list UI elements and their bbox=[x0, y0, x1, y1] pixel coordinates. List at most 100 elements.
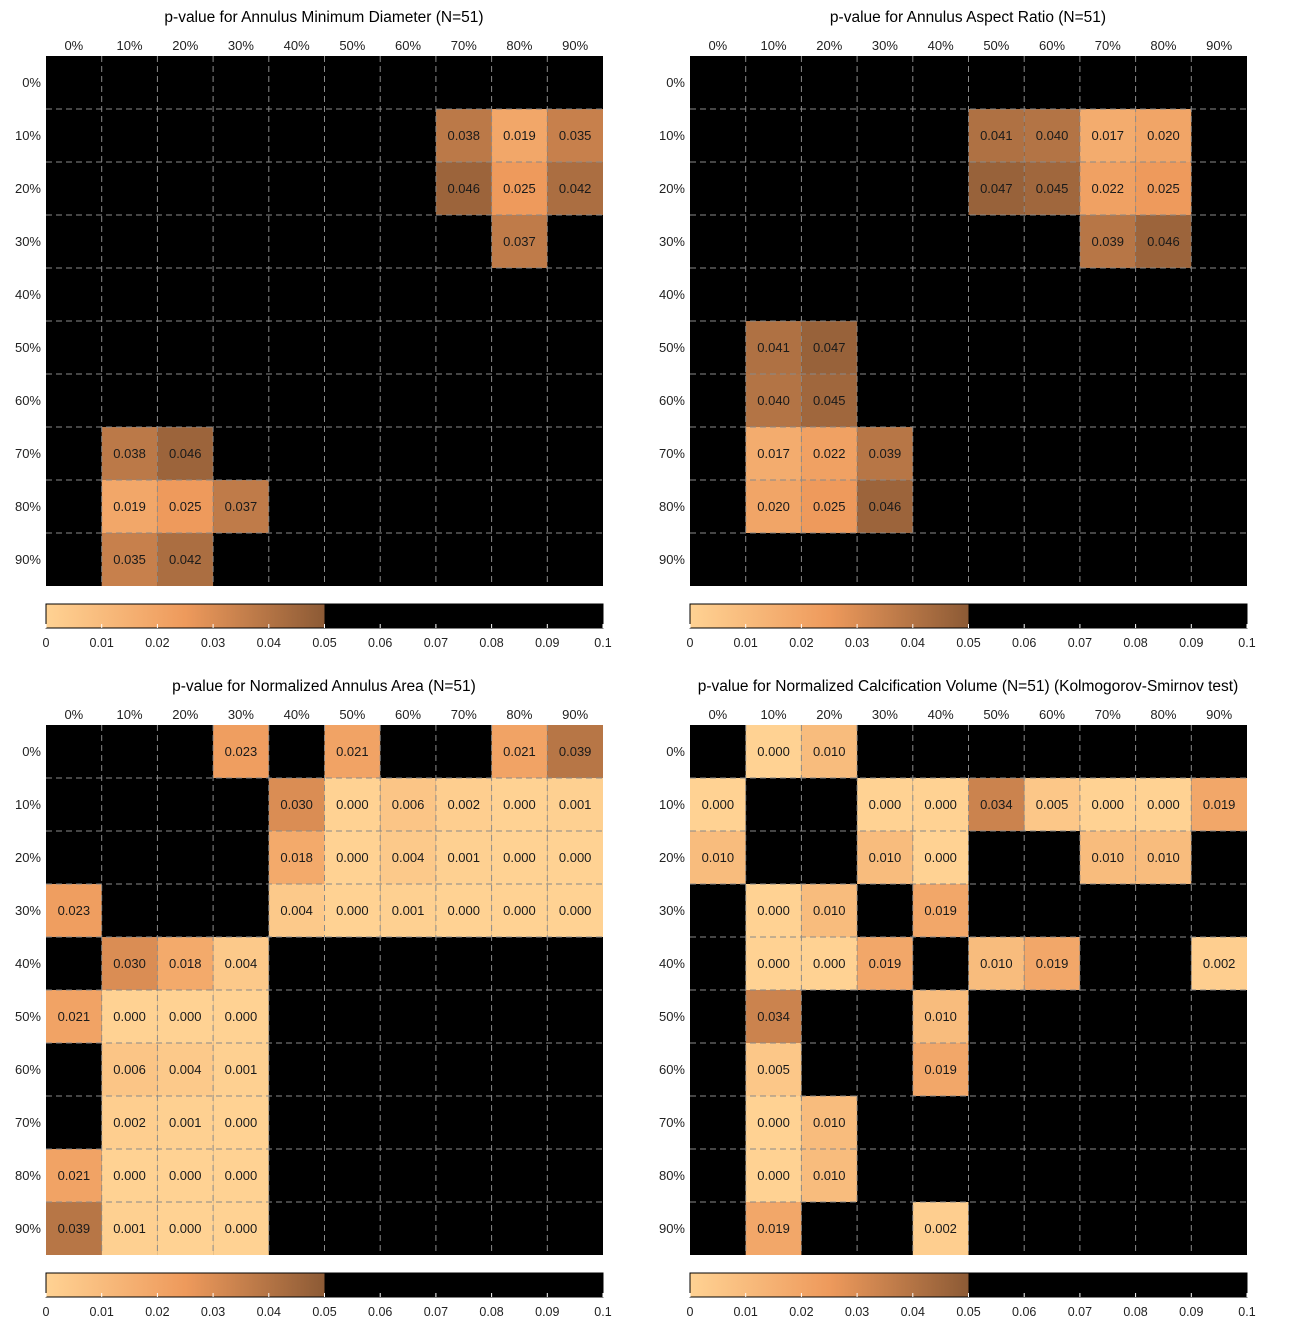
cell-value-label: 0.025 bbox=[1147, 181, 1180, 196]
cell-value-label: 0.045 bbox=[1036, 181, 1069, 196]
cell-value-label: 0.004 bbox=[169, 1062, 202, 1077]
heatmap-cell bbox=[1079, 778, 1136, 831]
cell-value-label: 0.046 bbox=[447, 181, 480, 196]
heatmap-cell bbox=[801, 1096, 858, 1149]
heatmap-panel-4: p-value for Normalized Calcification Vol… bbox=[659, 678, 1256, 1319]
row-tick-label: 0% bbox=[22, 744, 41, 759]
cell-value-label: 0.041 bbox=[757, 340, 790, 355]
cell-value-label: 0.022 bbox=[813, 446, 846, 461]
heatmap-cell bbox=[1135, 831, 1192, 884]
column-tick-label: 90% bbox=[1206, 38, 1232, 53]
row-tick-label: 0% bbox=[666, 744, 685, 759]
row-tick-label: 90% bbox=[15, 1221, 41, 1236]
column-tick-label: 30% bbox=[872, 707, 898, 722]
heatmap-cell bbox=[801, 321, 858, 374]
cell-value-label: 0.000 bbox=[559, 903, 592, 918]
heatmap-cell bbox=[213, 725, 269, 778]
row-tick-label: 30% bbox=[659, 903, 685, 918]
row-tick-label: 60% bbox=[659, 393, 685, 408]
heatmap-cell bbox=[101, 990, 158, 1043]
row-tick-label: 20% bbox=[15, 181, 41, 196]
cell-value-label: 0.039 bbox=[869, 446, 902, 461]
heatmap-cell bbox=[857, 480, 913, 533]
heatmap-cell bbox=[213, 1043, 269, 1096]
cell-value-label: 0.030 bbox=[113, 956, 146, 971]
cell-value-label: 0.010 bbox=[1147, 850, 1180, 865]
cell-value-label: 0.039 bbox=[58, 1221, 91, 1236]
cell-value-label: 0.018 bbox=[169, 956, 202, 971]
row-tick-label: 20% bbox=[659, 181, 685, 196]
heatmap-cell bbox=[268, 884, 325, 937]
row-tick-label: 30% bbox=[659, 234, 685, 249]
row-tick-label: 10% bbox=[659, 797, 685, 812]
heatmap-cell bbox=[1024, 778, 1080, 831]
colorbar-tick-label: 0.1 bbox=[1238, 636, 1255, 650]
cell-value-label: 0.019 bbox=[924, 903, 957, 918]
cell-value-label: 0.000 bbox=[113, 1168, 146, 1183]
cell-value-label: 0.000 bbox=[336, 850, 369, 865]
row-tick-label: 80% bbox=[15, 1168, 41, 1183]
cell-value-label: 0.042 bbox=[169, 552, 202, 567]
row-tick-label: 0% bbox=[22, 75, 41, 90]
cell-value-label: 0.001 bbox=[392, 903, 425, 918]
heatmap-cell bbox=[435, 831, 492, 884]
row-tick-label: 20% bbox=[659, 850, 685, 865]
cell-value-label: 0.017 bbox=[1091, 128, 1124, 143]
cell-value-label: 0.006 bbox=[113, 1062, 146, 1077]
cell-value-label: 0.039 bbox=[559, 744, 592, 759]
heatmap-cell bbox=[157, 990, 214, 1043]
colorbar-tick-label: 0 bbox=[43, 1305, 50, 1319]
colorbar-tick-label: 0.09 bbox=[535, 1305, 559, 1319]
row-tick-label: 10% bbox=[15, 128, 41, 143]
column-tick-label: 40% bbox=[284, 38, 310, 53]
panel-title: p-value for Normalized Annulus Area (N=5… bbox=[172, 678, 476, 695]
colorbar-gradient bbox=[46, 1273, 325, 1297]
colorbar-tick-label: 0.03 bbox=[201, 1305, 225, 1319]
colorbar-gradient bbox=[690, 1273, 969, 1297]
row-tick-label: 90% bbox=[659, 1221, 685, 1236]
colorbar-tick-label: 0 bbox=[687, 636, 694, 650]
heatmap-cell bbox=[101, 533, 158, 586]
column-tick-label: 20% bbox=[172, 38, 198, 53]
column-tick-label: 70% bbox=[451, 707, 477, 722]
cell-value-label: 0.019 bbox=[924, 1062, 957, 1077]
heatmap-cell bbox=[324, 884, 381, 937]
cell-value-label: 0.021 bbox=[503, 744, 536, 759]
cell-value-label: 0.000 bbox=[113, 1009, 146, 1024]
colorbar-tick-label: 0.08 bbox=[1123, 636, 1147, 650]
heatmap-panel-2: p-value for Annulus Aspect Ratio (N=51) 0… bbox=[659, 9, 1256, 650]
cell-value-label: 0.004 bbox=[225, 956, 258, 971]
heatmap-cell bbox=[547, 831, 603, 884]
cell-value-label: 0.034 bbox=[757, 1009, 790, 1024]
heatmap-cell bbox=[745, 884, 802, 937]
cell-value-label: 0.047 bbox=[813, 340, 846, 355]
column-tick-label: 40% bbox=[928, 38, 954, 53]
column-tick-label: 10% bbox=[761, 707, 787, 722]
heatmap-cell bbox=[547, 109, 603, 162]
heatmap-cell bbox=[801, 937, 858, 990]
cell-value-label: 0.004 bbox=[280, 903, 313, 918]
row-tick-label: 50% bbox=[15, 1009, 41, 1024]
heatmap-cell bbox=[547, 778, 603, 831]
colorbar-above-threshold bbox=[324, 604, 603, 628]
cell-value-label: 0.010 bbox=[980, 956, 1013, 971]
column-tick-label: 60% bbox=[1039, 707, 1065, 722]
cell-value-label: 0.000 bbox=[559, 850, 592, 865]
column-tick-label: 70% bbox=[451, 38, 477, 53]
column-tick-label: 80% bbox=[1150, 38, 1176, 53]
cell-value-label: 0.019 bbox=[1036, 956, 1069, 971]
heatmap-cell bbox=[1135, 778, 1192, 831]
column-tick-label: 20% bbox=[816, 707, 842, 722]
column-tick-label: 10% bbox=[117, 707, 143, 722]
cell-value-label: 0.000 bbox=[225, 1168, 258, 1183]
colorbar-tick-label: 0.1 bbox=[1238, 1305, 1255, 1319]
heatmap-cell bbox=[912, 884, 969, 937]
heatmap-cell bbox=[213, 937, 269, 990]
colorbar-tick-label: 0.06 bbox=[1012, 1305, 1036, 1319]
colorbar-tick-label: 0.02 bbox=[145, 1305, 169, 1319]
cell-value-label: 0.010 bbox=[869, 850, 902, 865]
column-tick-label: 50% bbox=[983, 38, 1009, 53]
panel-title: p-value for Annulus Minimum Diameter (N=… bbox=[164, 9, 483, 26]
colorbar-tick-label: 0.09 bbox=[1179, 636, 1203, 650]
